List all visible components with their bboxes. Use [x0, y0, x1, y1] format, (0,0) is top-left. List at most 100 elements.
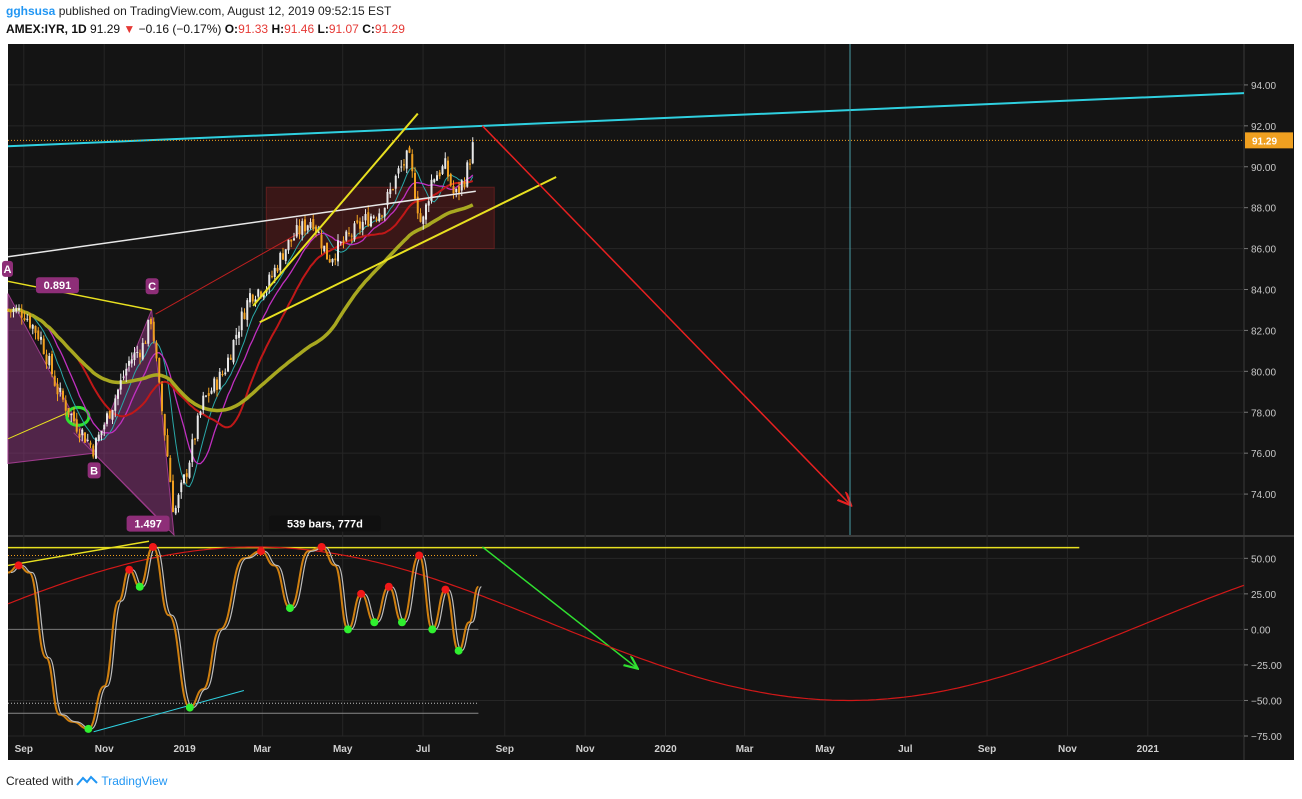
axes: 94.00 92.00 90.00 88.00 86.00 84.00 82.00 80.00…	[15, 81, 1283, 755]
candle-body	[81, 429, 84, 436]
high-value: 91.46	[284, 22, 315, 36]
pattern-ratio-line	[7, 411, 69, 440]
candle-body	[356, 220, 359, 223]
candle-body	[400, 166, 403, 168]
range-measure-label-bg	[268, 515, 381, 532]
candle-body	[51, 353, 53, 375]
candle-body	[463, 181, 466, 188]
candle-body	[290, 239, 293, 242]
candle-body	[172, 480, 174, 513]
candle-body	[378, 213, 381, 222]
buy-signal-dot	[84, 724, 93, 733]
candle-body	[364, 214, 367, 221]
sell-signal-dot	[415, 551, 424, 560]
price-axis-label: 80.00	[1251, 367, 1276, 378]
buy-signal-dot	[135, 582, 144, 591]
price-candles	[7, 137, 474, 516]
osc-axis-label: −75.00	[1251, 732, 1282, 743]
sell-signal-dot	[384, 582, 393, 591]
candle-body	[216, 379, 218, 390]
tradingview-brand[interactable]: TradingView	[101, 774, 168, 788]
candle-body	[152, 321, 155, 341]
candle-body	[383, 207, 386, 217]
candle-body	[441, 166, 444, 174]
candle-body	[196, 415, 199, 439]
candle-body	[240, 311, 243, 331]
candle-body	[309, 221, 312, 228]
symbol-label: AMEX:IYR, 1D	[6, 22, 87, 36]
candle-body	[282, 253, 284, 260]
candle-body	[345, 231, 348, 241]
candle-body	[9, 310, 12, 312]
footer: Created with TradingView	[6, 774, 167, 788]
point-label-c: C	[148, 281, 156, 293]
candle-body	[26, 318, 29, 320]
candle-body	[408, 147, 411, 153]
candle-body	[295, 225, 298, 237]
price-axis-label: 88.00	[1251, 204, 1276, 215]
red-projection-arrow	[481, 125, 850, 504]
buy-signal-dot	[343, 625, 352, 634]
candle-body	[86, 439, 89, 441]
moving-average-line	[7, 166, 474, 488]
open-value: 91.33	[238, 22, 269, 36]
candle-body	[452, 186, 455, 194]
candle-body	[191, 439, 194, 462]
sell-signal-dot	[441, 585, 450, 594]
time-axis-label: May	[333, 744, 353, 755]
candle-body	[40, 336, 42, 340]
author-name[interactable]: gghsusa	[6, 4, 56, 18]
chart-background	[8, 44, 1294, 760]
moving-average-line	[7, 174, 474, 465]
candle-body	[128, 360, 130, 366]
candle-body	[268, 274, 271, 289]
candle-body	[370, 216, 372, 227]
high-label: H:	[271, 22, 285, 36]
candle-body	[183, 474, 185, 484]
publish-info: gghsusa published on TradingView.com, Au…	[6, 4, 391, 18]
candle-body	[416, 196, 419, 214]
candle-body	[317, 231, 320, 233]
sell-signal-dot	[357, 589, 366, 598]
candle-body	[119, 380, 122, 390]
annotation-labels: 0.891 1.497 C B A 539 bars, 777d 91.29	[2, 132, 1293, 532]
candle-body	[53, 375, 56, 386]
candle-body	[392, 189, 394, 191]
time-axis-label: Sep	[15, 744, 33, 755]
time-axis-label: 2021	[1137, 744, 1160, 755]
candle-body	[95, 438, 97, 459]
point-label-b-bg	[87, 462, 101, 479]
candle-body	[147, 319, 150, 344]
osc-axis-label: 50.00	[1251, 554, 1276, 565]
candle-body	[447, 160, 449, 177]
candle-body	[334, 258, 337, 261]
candle-body	[273, 267, 276, 277]
pattern-leg	[73, 432, 170, 530]
candle-body	[323, 245, 326, 252]
candle-body	[92, 445, 95, 457]
sell-signal-dot	[125, 565, 134, 574]
published-text: published on TradingView.com, August 12,…	[58, 4, 392, 18]
candle-body	[389, 189, 392, 195]
sell-signal-dot	[317, 542, 326, 551]
candle-body	[367, 212, 370, 226]
candle-body	[144, 342, 147, 344]
open-label: O:	[224, 22, 239, 36]
candle-body	[42, 338, 45, 355]
time-axis-bg	[8, 736, 1244, 760]
candle-body	[458, 186, 460, 194]
ratio-label-bd: 1.497	[134, 519, 162, 531]
sell-signal-dot	[256, 547, 265, 556]
candle-body	[287, 239, 290, 251]
candle-body	[122, 376, 125, 378]
candle-body	[339, 242, 342, 244]
candle-body	[262, 294, 265, 298]
trend-lines[interactable]	[7, 44, 1245, 535]
candle-body	[460, 180, 463, 191]
ratio-label-xb: 0.891	[44, 280, 72, 292]
candle-body	[163, 414, 166, 436]
candle-body	[466, 162, 469, 187]
candle-body	[56, 384, 59, 395]
candle-body	[227, 357, 229, 372]
